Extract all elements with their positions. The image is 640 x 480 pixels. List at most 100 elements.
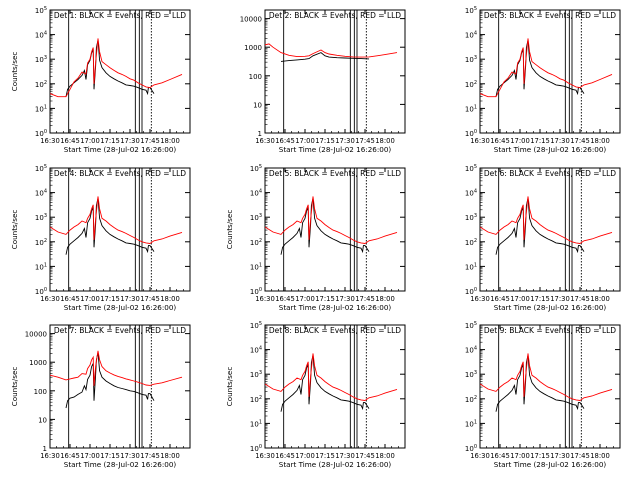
- y-tick-label: 105: [465, 164, 477, 173]
- x-tick-label: 17:15: [100, 137, 120, 145]
- x-tick-label: 17:30: [120, 295, 140, 303]
- y-axis-label: Counts/sec: [225, 210, 234, 250]
- x-tick-label: 17:30: [120, 452, 140, 460]
- x-tick-label: 17:45: [140, 137, 160, 145]
- x-tick-label: 16:30: [255, 295, 275, 303]
- x-axis-label: Start Time (28-Jul-02 16:26:00): [279, 460, 392, 469]
- y-tick-label: 10000: [25, 331, 47, 339]
- x-tick-label: 17:15: [530, 137, 550, 145]
- x-tick-label: 16:30: [40, 295, 60, 303]
- x-tick-label: 17:30: [335, 137, 355, 145]
- y-tick-label: 100: [34, 388, 47, 396]
- events-series-line: [280, 52, 370, 62]
- x-tick-label: 16:45: [490, 452, 510, 460]
- x-tick-label: 17:00: [295, 137, 315, 145]
- x-tick-label: 16:45: [60, 452, 80, 460]
- y-tick-label: 1: [258, 130, 262, 138]
- x-tick-label: 17:45: [355, 295, 375, 303]
- x-axis-label: Start Time (28-Jul-02 16:26:00): [494, 145, 607, 154]
- x-tick-label: 16:45: [275, 295, 295, 303]
- x-tick-label: 18:00: [590, 452, 610, 460]
- y-tick-label: 105: [465, 321, 477, 330]
- y-tick-label: 105: [35, 164, 47, 173]
- x-tick-label: 16:45: [60, 295, 80, 303]
- y-tick-label: 10: [253, 101, 262, 109]
- panel-8: Det 8: BLACK = Events, RED = LLD 16:30 16:…: [225, 321, 406, 469]
- y-tick-label: 103: [465, 55, 477, 64]
- y-tick-label: 100: [249, 73, 262, 81]
- y-tick-label: 100: [35, 129, 47, 138]
- x-tick-label: 16:30: [470, 452, 490, 460]
- x-tick-label: 16:30: [470, 295, 490, 303]
- events-series-line: [65, 198, 155, 255]
- y-tick-label: 10: [38, 416, 47, 424]
- lld-series-line: [265, 353, 398, 401]
- y-tick-label: 100: [35, 287, 47, 296]
- lld-series-line: [265, 43, 398, 58]
- x-axis-label: Start Time (28-Jul-02 16:26:00): [279, 303, 392, 312]
- x-axis-label: Start Time (28-Jul-02 16:26:00): [279, 145, 392, 154]
- x-tick-label: 17:30: [550, 295, 570, 303]
- x-tick-label: 17:15: [100, 452, 120, 460]
- x-tick-label: 18:00: [160, 137, 180, 145]
- x-tick-label: 17:00: [80, 452, 100, 460]
- y-tick-label: 100: [250, 444, 262, 453]
- y-tick-label: 102: [465, 395, 477, 404]
- y-tick-label: 104: [465, 189, 477, 198]
- x-axis-label: Start Time (28-Jul-02 16:26:00): [64, 303, 177, 312]
- lld-series-line: [265, 196, 398, 244]
- x-tick-label: 17:45: [355, 452, 375, 460]
- x-tick-label: 16:30: [470, 137, 490, 145]
- plot-frame: [264, 9, 406, 134]
- y-tick-label: 102: [250, 395, 262, 404]
- x-tick-label: 16:45: [490, 137, 510, 145]
- y-axis-label: Counts/sec: [10, 52, 19, 92]
- y-tick-label: 103: [250, 213, 262, 222]
- x-tick-label: 18:00: [375, 452, 395, 460]
- y-tick-label: 101: [465, 104, 477, 113]
- x-tick-label: 17:45: [570, 452, 590, 460]
- y-tick-label: 105: [35, 6, 47, 15]
- panel-title: Det 1: BLACK = Events, RED = LLD: [54, 11, 186, 20]
- lld-series-line: [50, 38, 183, 98]
- plot-frame: [479, 324, 621, 449]
- plot-frame: [49, 9, 191, 134]
- x-tick-label: 17:45: [570, 295, 590, 303]
- y-axis-label: Counts/sec: [10, 367, 19, 407]
- x-tick-label: 17:15: [100, 295, 120, 303]
- y-tick-label: 104: [250, 346, 262, 355]
- x-axis-label: Start Time (28-Jul-02 16:26:00): [494, 303, 607, 312]
- lld-series-line: [480, 353, 613, 401]
- x-tick-label: 18:00: [160, 295, 180, 303]
- x-tick-label: 16:45: [490, 295, 510, 303]
- y-tick-label: 101: [465, 419, 477, 428]
- x-tick-label: 17:30: [335, 295, 355, 303]
- panel-title: Det 5: BLACK = Events, RED = LLD: [269, 169, 401, 178]
- y-tick-label: 103: [465, 213, 477, 222]
- events-series-line: [280, 198, 370, 255]
- panel-title: Det 9: BLACK = Events, RED = LLD: [484, 326, 616, 335]
- y-axis-label: Counts/sec: [10, 210, 19, 250]
- x-tick-label: 16:45: [275, 137, 295, 145]
- plot-frame: [264, 167, 406, 292]
- y-tick-label: 100: [250, 287, 262, 296]
- x-tick-label: 17:45: [355, 137, 375, 145]
- x-tick-label: 17:30: [120, 137, 140, 145]
- y-tick-label: 104: [465, 31, 477, 40]
- x-tick-label: 17:30: [550, 452, 570, 460]
- x-tick-label: 16:30: [255, 137, 275, 145]
- x-tick-label: 16:45: [60, 137, 80, 145]
- y-tick-label: 102: [250, 238, 262, 247]
- x-tick-label: 17:15: [530, 295, 550, 303]
- x-tick-label: 17:15: [530, 452, 550, 460]
- x-tick-label: 18:00: [160, 452, 180, 460]
- panel-title: Det 6: BLACK = Events, RED = LLD: [484, 169, 616, 178]
- panel-4: Det 4: BLACK = Events, RED = LLD 16:30 16:…: [10, 164, 191, 312]
- lld-series-line: [50, 350, 183, 386]
- y-tick-label: 102: [35, 238, 47, 247]
- plot-frame: [49, 167, 191, 292]
- x-tick-label: 17:45: [570, 137, 590, 145]
- y-tick-label: 102: [35, 80, 47, 89]
- x-tick-label: 17:45: [140, 452, 160, 460]
